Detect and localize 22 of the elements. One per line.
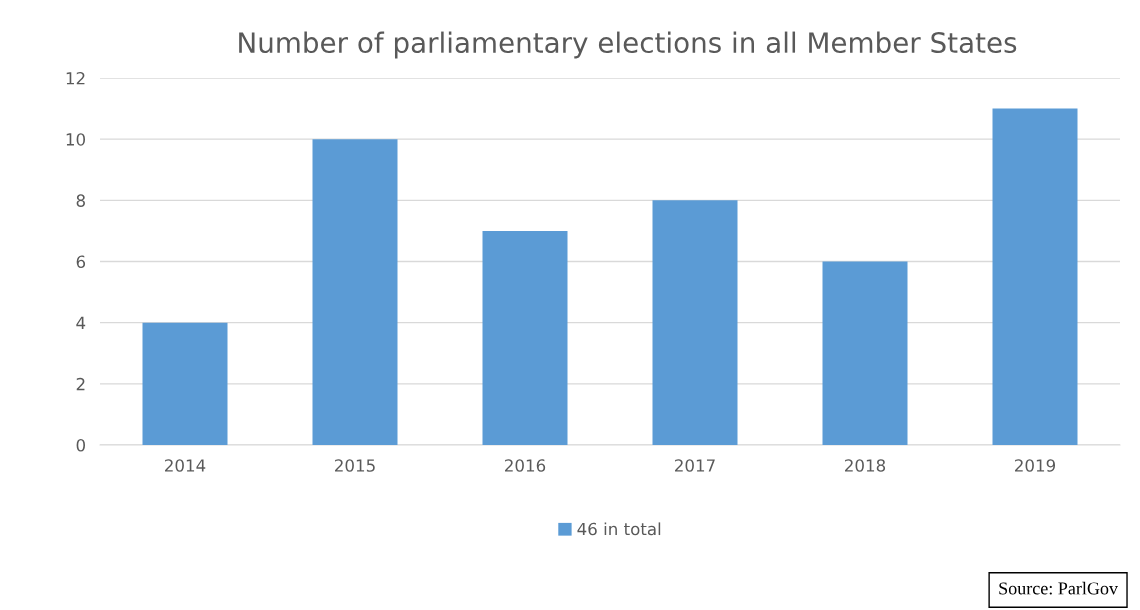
- y-tick-label: 10: [66, 133, 85, 146]
- y-tick-label: 8: [76, 194, 85, 207]
- x-tick-label: 2016: [505, 459, 546, 472]
- y-tick-label: 6: [76, 255, 86, 269]
- x-tick-label: 2018: [845, 459, 886, 472]
- bar: [312, 139, 398, 445]
- bar: [142, 322, 228, 445]
- bar: [992, 108, 1078, 445]
- x-tick-label: 2017: [675, 459, 715, 472]
- y-tick-label: 2: [76, 377, 85, 391]
- source-note: Source: ParlGov: [999, 581, 1118, 595]
- bar: [652, 200, 738, 445]
- bar: [822, 261, 908, 445]
- x-tick-label: 2014: [165, 459, 206, 472]
- y-tick-label: 0: [76, 438, 85, 452]
- x-tick-label: 2015: [335, 459, 375, 472]
- bar: [482, 230, 568, 445]
- legend-label: 46 in total: [577, 522, 661, 536]
- x-tick-label: 2019: [1015, 459, 1056, 472]
- y-tick-label: 4: [76, 316, 86, 329]
- y-tick-label: 12: [66, 71, 85, 85]
- chart-title: Number of parliamentary elections in all Member States: [239, 31, 1017, 59]
